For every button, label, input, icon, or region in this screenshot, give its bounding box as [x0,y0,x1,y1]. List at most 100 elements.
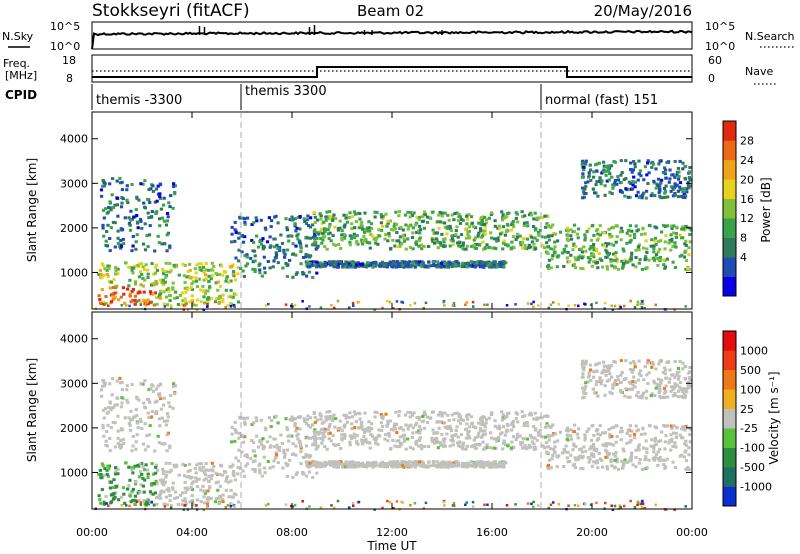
velocity-cell [406,437,410,441]
power-cell [244,264,248,268]
power-cell [673,241,677,245]
power-cell [587,227,591,231]
velocity-cell [415,460,419,464]
power-cell [521,215,525,219]
velocity-cell [490,446,494,450]
power-cell [659,181,663,185]
power-cell [152,281,156,285]
velocity-cell [126,487,130,491]
velocity-cell [604,501,607,505]
velocity-cell [124,461,128,465]
velocity-cell [357,500,361,504]
power-cell [195,263,199,267]
velocity-cell [645,373,649,377]
power-cell [479,216,483,220]
power-cell [688,178,692,182]
power-cell [409,211,413,215]
power-cell [114,266,118,270]
velocity-cell [348,440,352,444]
power-cell [141,276,145,280]
power-cell [162,283,166,287]
velocity-cell [587,460,591,464]
velocity-cell [327,425,331,429]
velocity-cell [605,450,609,454]
velocity-cell [183,481,187,484]
velocity-cell [413,502,417,505]
y-tick-label: 2000 [60,422,88,435]
power-cell [387,234,391,238]
power-cell [97,294,101,298]
power-cell [370,261,374,265]
power-cell [102,300,106,304]
power-cell [482,247,486,251]
velocity-cell [547,438,551,442]
velocity-cell [526,502,530,505]
velocity-cell [526,424,530,428]
cpid-label: CPID [5,88,37,102]
power-cell [604,255,608,259]
velocity-cell [673,393,677,397]
velocity-cell [677,389,681,393]
power-cell [551,223,555,227]
velocity-cell [455,460,459,464]
velocity-cell [299,450,303,454]
power-cell [522,237,526,241]
x-tick-label: 00:00 [76,526,108,539]
velocity-cell [674,436,678,439]
freq-unit: [MHz] [5,69,37,82]
power-cell [510,221,514,225]
velocity-cell [637,448,641,452]
velocity-cell [243,454,247,458]
velocity-cell [284,417,288,421]
power-cell [545,251,549,255]
velocity-cell [225,475,229,479]
velocity-cell [203,501,207,505]
velocity-cell [627,380,631,384]
velocity-cell [688,440,692,444]
power-cell [530,240,534,244]
velocity-cell [380,461,385,465]
power-cell [572,262,577,266]
velocity-cell [127,416,131,420]
velocity-cell [579,466,583,470]
velocity-cell [495,439,499,443]
velocity-cell [202,478,206,482]
freq-series [92,66,692,78]
power-cell [451,239,455,243]
power-cell [213,300,218,304]
power-cell [596,266,600,270]
power-cell [222,270,226,273]
velocity-cell [483,425,487,429]
velocity-cell [406,427,410,431]
power-cell [142,290,146,294]
power-cell [598,224,602,228]
velocity-cell [225,476,229,480]
velocity-cell [392,506,395,510]
power-cell [445,263,449,266]
velocity-cell [664,390,668,394]
velocity-cell [154,465,158,469]
velocity-cell [133,482,138,486]
power-cell [611,186,615,190]
power-cell [250,223,254,226]
velocity-cell [460,461,465,465]
velocity-cell [527,443,531,447]
velocity-cell [104,439,108,443]
power-cell [684,305,687,308]
power-cell [650,238,654,242]
velocity-cell [143,468,147,472]
power-cell [313,235,317,238]
power-cell [151,184,155,188]
power-cell [636,300,640,304]
velocity-cell [195,508,199,511]
power-cell [112,286,116,289]
velocity-cell [575,432,579,436]
velocity-cell [222,470,226,473]
power-cell [118,176,122,180]
velocity-cell [650,365,654,369]
power-cell [485,243,489,247]
power-cell [120,180,124,184]
velocity-cell [298,427,302,431]
power-cell [286,248,290,252]
